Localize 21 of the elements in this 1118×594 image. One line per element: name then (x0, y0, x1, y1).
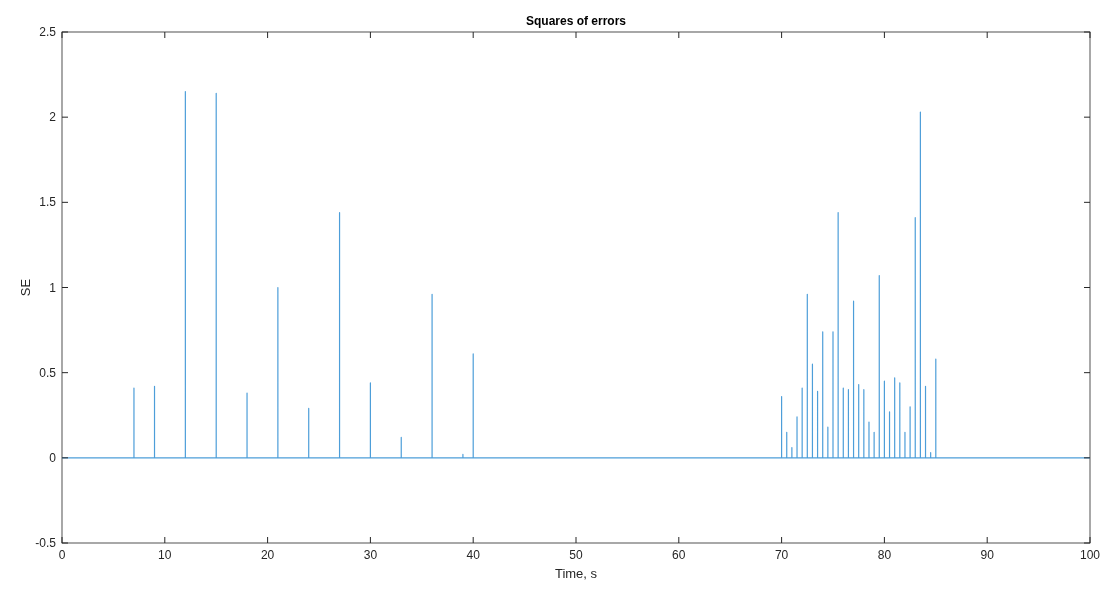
y-tick-label: 0 (49, 450, 57, 465)
y-tick-label: 2.5 (39, 25, 57, 39)
y-tick-label: 1 (49, 280, 57, 295)
x-tick-label: 60 (672, 548, 686, 562)
chart-title: Squares of errors (525, 14, 627, 28)
y-tick-label: 1.5 (39, 195, 57, 210)
x-tick-label: 40 (466, 548, 481, 562)
x-tick-label: 50 (569, 548, 583, 562)
x-tick-label: 30 (363, 548, 378, 562)
x-tick-label: 80 (877, 548, 892, 562)
y-axis-title: SE (18, 278, 33, 297)
y-tick-label: -0.5 (35, 536, 57, 550)
x-tick-label: 100 (1079, 548, 1101, 562)
y-tick-label: 2 (49, 110, 57, 125)
y-tick-label: 0.5 (39, 365, 57, 380)
x-tick-label: 90 (980, 548, 995, 562)
x-tick-label: 0 (58, 548, 66, 562)
x-tick-label: 20 (260, 548, 275, 562)
x-tick-label: 10 (158, 548, 172, 562)
x-tick-label: 70 (774, 548, 789, 562)
x-axis-title: Time, s (554, 566, 598, 581)
